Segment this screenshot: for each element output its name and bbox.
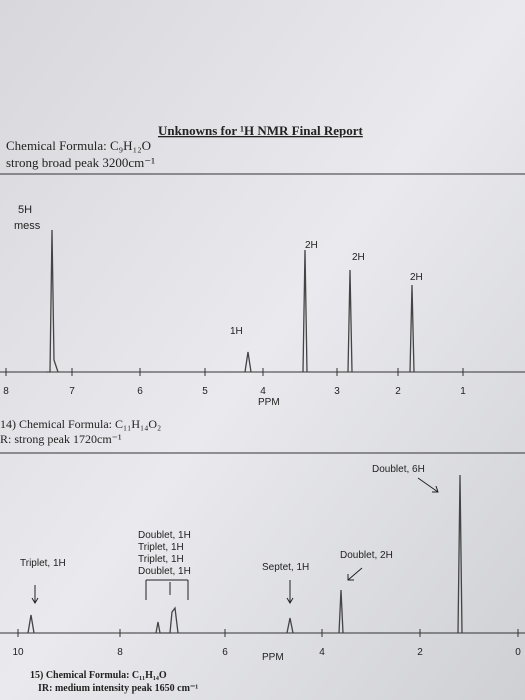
axis-label: PPM [262,652,284,663]
annotation: 5H [18,204,32,216]
title: Unknowns for ¹H NMR Final Report [158,123,363,138]
peak [155,606,179,634]
tick-label: 5 [202,386,208,397]
axis: 8 7 6 5 4 3 2 1 [3,368,466,397]
annotation: 2H [410,272,423,283]
annotation: 2H [305,240,318,251]
annotation: 1H [230,326,243,337]
annotation: Doublet, 1H [138,530,191,541]
annotation: Triplet, 1H [20,558,66,569]
tick-label: 4 [260,386,266,397]
annotation: Triplet, 1H [138,542,184,553]
tick-label: 1 [460,386,466,397]
annotation: mess [14,220,41,232]
formula: 15) Chemical Formula: C₁₁H₁₄O [30,670,167,681]
peak [46,229,59,373]
annotation: 2H [352,252,365,263]
arrow [286,580,294,604]
peak [338,589,344,634]
annotation: Septet, 1H [262,562,309,573]
tick-label: 6 [137,386,143,397]
axis-label: PPM [258,397,280,408]
arrow [417,477,439,493]
arrow [31,585,39,604]
peak [27,614,35,634]
arrow [347,567,363,581]
annotation: Doublet, 6H [372,464,425,475]
tick-label: 6 [222,647,228,658]
peak [302,249,308,373]
peak [409,284,415,373]
formula: 14) Chemical Formula: C₁₁H₁₄O₂ [0,417,161,431]
tick-label: 3 [334,386,340,397]
ir: R: strong peak 1720cm⁻¹ [0,432,122,446]
annotation: Doublet, 1H [138,566,191,577]
tick-label: 2 [417,647,423,658]
ir: strong broad peak 3200cm⁻¹ [6,155,155,170]
ir: IR: medium intensity peak 1650 cm⁻¹ [38,683,198,694]
peak [244,351,252,373]
axis: 10 8 6 4 2 0 [12,629,521,658]
tick-label: 8 [117,647,123,658]
bracket [145,579,189,600]
tick-label: 10 [12,647,24,658]
spectrum-1: 5H mess 1H 2H 2H 2H 8 7 6 5 4 3 2 1 PPM [0,173,525,408]
tick-label: 4 [319,647,325,658]
tick-label: 2 [395,386,401,397]
peak [286,617,294,634]
tick-label: 8 [3,386,9,397]
annotation: Triplet, 1H [138,554,184,565]
peak [457,474,463,634]
tick-label: 0 [515,647,521,658]
spectrum-2: Doublet, 6H Doublet, 1H Triplet, 1H Trip… [0,452,525,663]
peak [347,269,353,373]
annotation: Doublet, 2H [340,550,393,561]
tick-label: 7 [69,386,75,397]
formula: Chemical Formula: C₉H₁₂O [6,138,151,153]
